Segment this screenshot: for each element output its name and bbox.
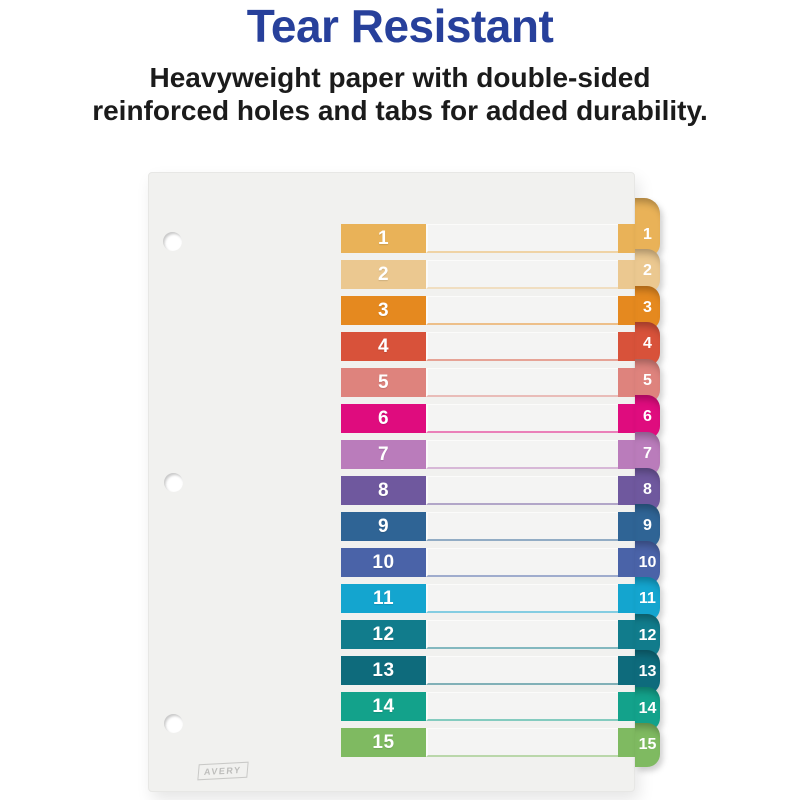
tab-number-label: 7 xyxy=(643,444,652,462)
divider-sheet: 1 2 3 4 5 6 7 8 9 10 11 12 13 14 15 AVERY xyxy=(148,172,636,792)
divider-tab: 13 xyxy=(635,650,660,695)
subheadline: Heavyweight paper with double-sided rein… xyxy=(0,61,800,128)
row-number-label: 2 xyxy=(341,260,426,289)
row-edge-strip xyxy=(618,404,636,433)
row-edge-strip xyxy=(618,728,636,757)
tab-number-label: 12 xyxy=(638,626,657,644)
toc-row: 7 xyxy=(341,440,636,469)
subheadline-line-2: reinforced holes and tabs for added dura… xyxy=(92,95,708,127)
toc-row: 10 xyxy=(341,548,636,577)
tab-number-label: 10 xyxy=(638,553,657,571)
row-edge-strip xyxy=(618,512,636,541)
row-bar xyxy=(426,620,618,649)
row-number-label: 11 xyxy=(341,584,426,613)
toc-row: 15 xyxy=(341,728,636,757)
row-edge-strip xyxy=(618,692,636,721)
row-bar xyxy=(426,224,618,253)
toc-row: 8 xyxy=(341,476,636,505)
row-edge-strip xyxy=(618,548,636,577)
toc-rows: 1 2 3 4 5 6 7 8 9 10 11 12 13 14 15 xyxy=(341,224,636,764)
toc-row: 5 xyxy=(341,368,636,397)
toc-row: 11 xyxy=(341,584,636,613)
tab-bank: 1 2 3 4 5 6 7 8 9 10 11 12 13 14 15 xyxy=(635,198,660,768)
row-number-label: 3 xyxy=(341,296,426,325)
row-bar xyxy=(426,296,618,325)
row-edge-strip xyxy=(618,656,636,685)
punch-hole-middle xyxy=(164,473,183,492)
row-number-label: 9 xyxy=(341,512,426,541)
row-edge-strip xyxy=(618,476,636,505)
toc-row: 9 xyxy=(341,512,636,541)
row-number-label: 4 xyxy=(341,332,426,361)
row-edge-strip xyxy=(618,296,636,325)
tab-number-label: 14 xyxy=(638,699,657,717)
row-edge-strip xyxy=(618,584,636,613)
row-number-label: 7 xyxy=(341,440,426,469)
tab-number-label: 15 xyxy=(638,736,657,754)
row-edge-strip xyxy=(618,620,636,649)
row-bar xyxy=(426,332,618,361)
row-bar xyxy=(426,440,618,469)
row-bar xyxy=(426,584,618,613)
row-edge-strip xyxy=(618,260,636,289)
divider-tab: 15 xyxy=(635,723,660,768)
row-number-label: 8 xyxy=(341,476,426,505)
tab-number-label: 9 xyxy=(643,517,652,535)
row-number-label: 14 xyxy=(341,692,426,721)
row-number-label: 15 xyxy=(341,728,426,757)
tab-number-label: 3 xyxy=(643,298,652,316)
toc-row: 1 xyxy=(341,224,636,253)
avery-logo: AVERY xyxy=(197,761,249,781)
tab-number-label: 6 xyxy=(643,408,652,426)
headline: Tear Resistant xyxy=(246,0,554,52)
row-bar xyxy=(426,692,618,721)
header: Tear Resistant Heavyweight paper with do… xyxy=(0,0,800,128)
row-number-label: 10 xyxy=(341,548,426,577)
subheadline-line-1: Heavyweight paper with double-sided xyxy=(149,61,651,93)
row-bar xyxy=(426,512,618,541)
row-number-label: 1 xyxy=(341,224,426,253)
tab-number-label: 5 xyxy=(643,371,652,389)
row-bar xyxy=(426,656,618,685)
row-bar xyxy=(426,368,618,397)
row-edge-strip xyxy=(618,332,636,361)
toc-row: 3 xyxy=(341,296,636,325)
row-bar xyxy=(426,404,618,433)
toc-row: 4 xyxy=(341,332,636,361)
punch-hole-top xyxy=(163,232,182,251)
row-number-label: 6 xyxy=(341,404,426,433)
toc-row: 2 xyxy=(341,260,636,289)
tab-number-label: 2 xyxy=(643,262,652,280)
row-edge-strip xyxy=(618,368,636,397)
tab-number-label: 13 xyxy=(638,663,657,681)
toc-row: 13 xyxy=(341,656,636,685)
toc-row: 6 xyxy=(341,404,636,433)
row-number-label: 12 xyxy=(341,620,426,649)
row-bar xyxy=(426,260,618,289)
tab-number-label: 1 xyxy=(643,226,652,243)
row-number-label: 5 xyxy=(341,368,426,397)
tab-number-label: 11 xyxy=(639,590,656,608)
toc-row: 12 xyxy=(341,620,636,649)
divider-tab: 1 xyxy=(635,198,660,257)
row-bar xyxy=(426,728,618,757)
toc-row: 14 xyxy=(341,692,636,721)
row-bar xyxy=(426,548,618,577)
row-edge-strip xyxy=(618,440,636,469)
tab-number-label: 4 xyxy=(643,335,652,353)
punch-hole-bottom xyxy=(164,714,183,733)
tab-number-label: 8 xyxy=(643,481,652,498)
row-number-label: 13 xyxy=(341,656,426,685)
row-bar xyxy=(426,476,618,505)
row-edge-strip xyxy=(618,224,636,253)
